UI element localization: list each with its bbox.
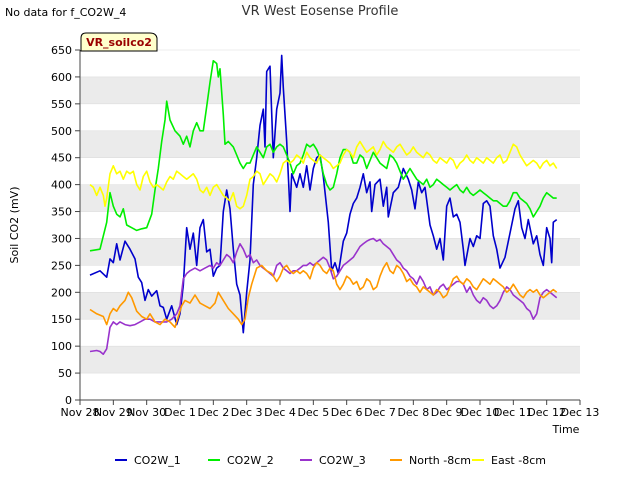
x-tick-label: Dec 3 xyxy=(231,406,263,419)
series-line-co2w-3 xyxy=(89,237,558,355)
series-line-co2w-1 xyxy=(89,54,558,334)
grid-band xyxy=(80,130,580,158)
site-badge xyxy=(80,32,158,52)
legend-label: CO2W_2 xyxy=(227,454,274,467)
legend-label: East -8cm xyxy=(491,454,546,467)
grid-band xyxy=(80,76,580,104)
y-tick-label: 0 xyxy=(65,394,72,407)
grid-band xyxy=(80,292,580,320)
x-tick-label: Dec 9 xyxy=(431,406,463,419)
y-tick-label: 650 xyxy=(51,44,72,57)
x-tick-label: Nov 28 xyxy=(61,406,100,419)
x-tick-label: Dec 5 xyxy=(297,406,329,419)
plot-area xyxy=(80,50,580,400)
y-tick-label: 550 xyxy=(51,98,72,111)
legend-label: CO2W_1 xyxy=(134,454,181,467)
y-tick-label: 100 xyxy=(51,340,72,353)
y-tick-label: 50 xyxy=(58,367,72,380)
series-line-north-8cm xyxy=(89,261,558,329)
series-line-east-8cm xyxy=(89,140,558,210)
y-tick-label: 250 xyxy=(51,259,72,272)
no-data-note: No data for f_CO2W_4 xyxy=(5,6,127,19)
y-tick-label: 450 xyxy=(51,152,72,165)
chart-title: VR West Eosense Profile xyxy=(242,4,399,19)
x-tick-label: Dec 4 xyxy=(264,406,296,419)
x-tick-label: Dec 10 xyxy=(461,406,500,419)
x-tick-label: Dec 13 xyxy=(561,406,600,419)
y-tick-label: 500 xyxy=(51,125,72,138)
grid-band xyxy=(80,346,580,374)
y-tick-label: 150 xyxy=(51,313,72,326)
x-tick-label: Dec 8 xyxy=(397,406,429,419)
y-axis-label: Soil CO2 (mV) xyxy=(8,187,21,264)
x-tick-label: Nov 29 xyxy=(94,406,133,419)
legend-label: North -8cm xyxy=(409,454,471,467)
x-tick-label: Dec 1 xyxy=(164,406,196,419)
x-tick-label: Dec 2 xyxy=(197,406,229,419)
y-tick-label: 200 xyxy=(51,286,72,299)
site-badge-label: VR_soilco2 xyxy=(86,36,152,49)
x-tick-label: Nov 30 xyxy=(127,406,166,419)
y-tick-label: 600 xyxy=(51,71,72,84)
legend-label: CO2W_3 xyxy=(319,454,366,467)
x-axis-label: Time xyxy=(552,423,580,436)
y-tick-label: 400 xyxy=(51,179,72,192)
x-tick-label: Dec 11 xyxy=(494,406,533,419)
y-tick-label: 300 xyxy=(51,232,72,245)
x-tick-label: Dec 12 xyxy=(527,406,566,419)
x-tick-label: Dec 6 xyxy=(331,406,363,419)
series-line-co2w-2 xyxy=(89,60,557,252)
x-tick-label: Dec 7 xyxy=(364,406,396,419)
y-tick-label: 350 xyxy=(51,206,72,219)
